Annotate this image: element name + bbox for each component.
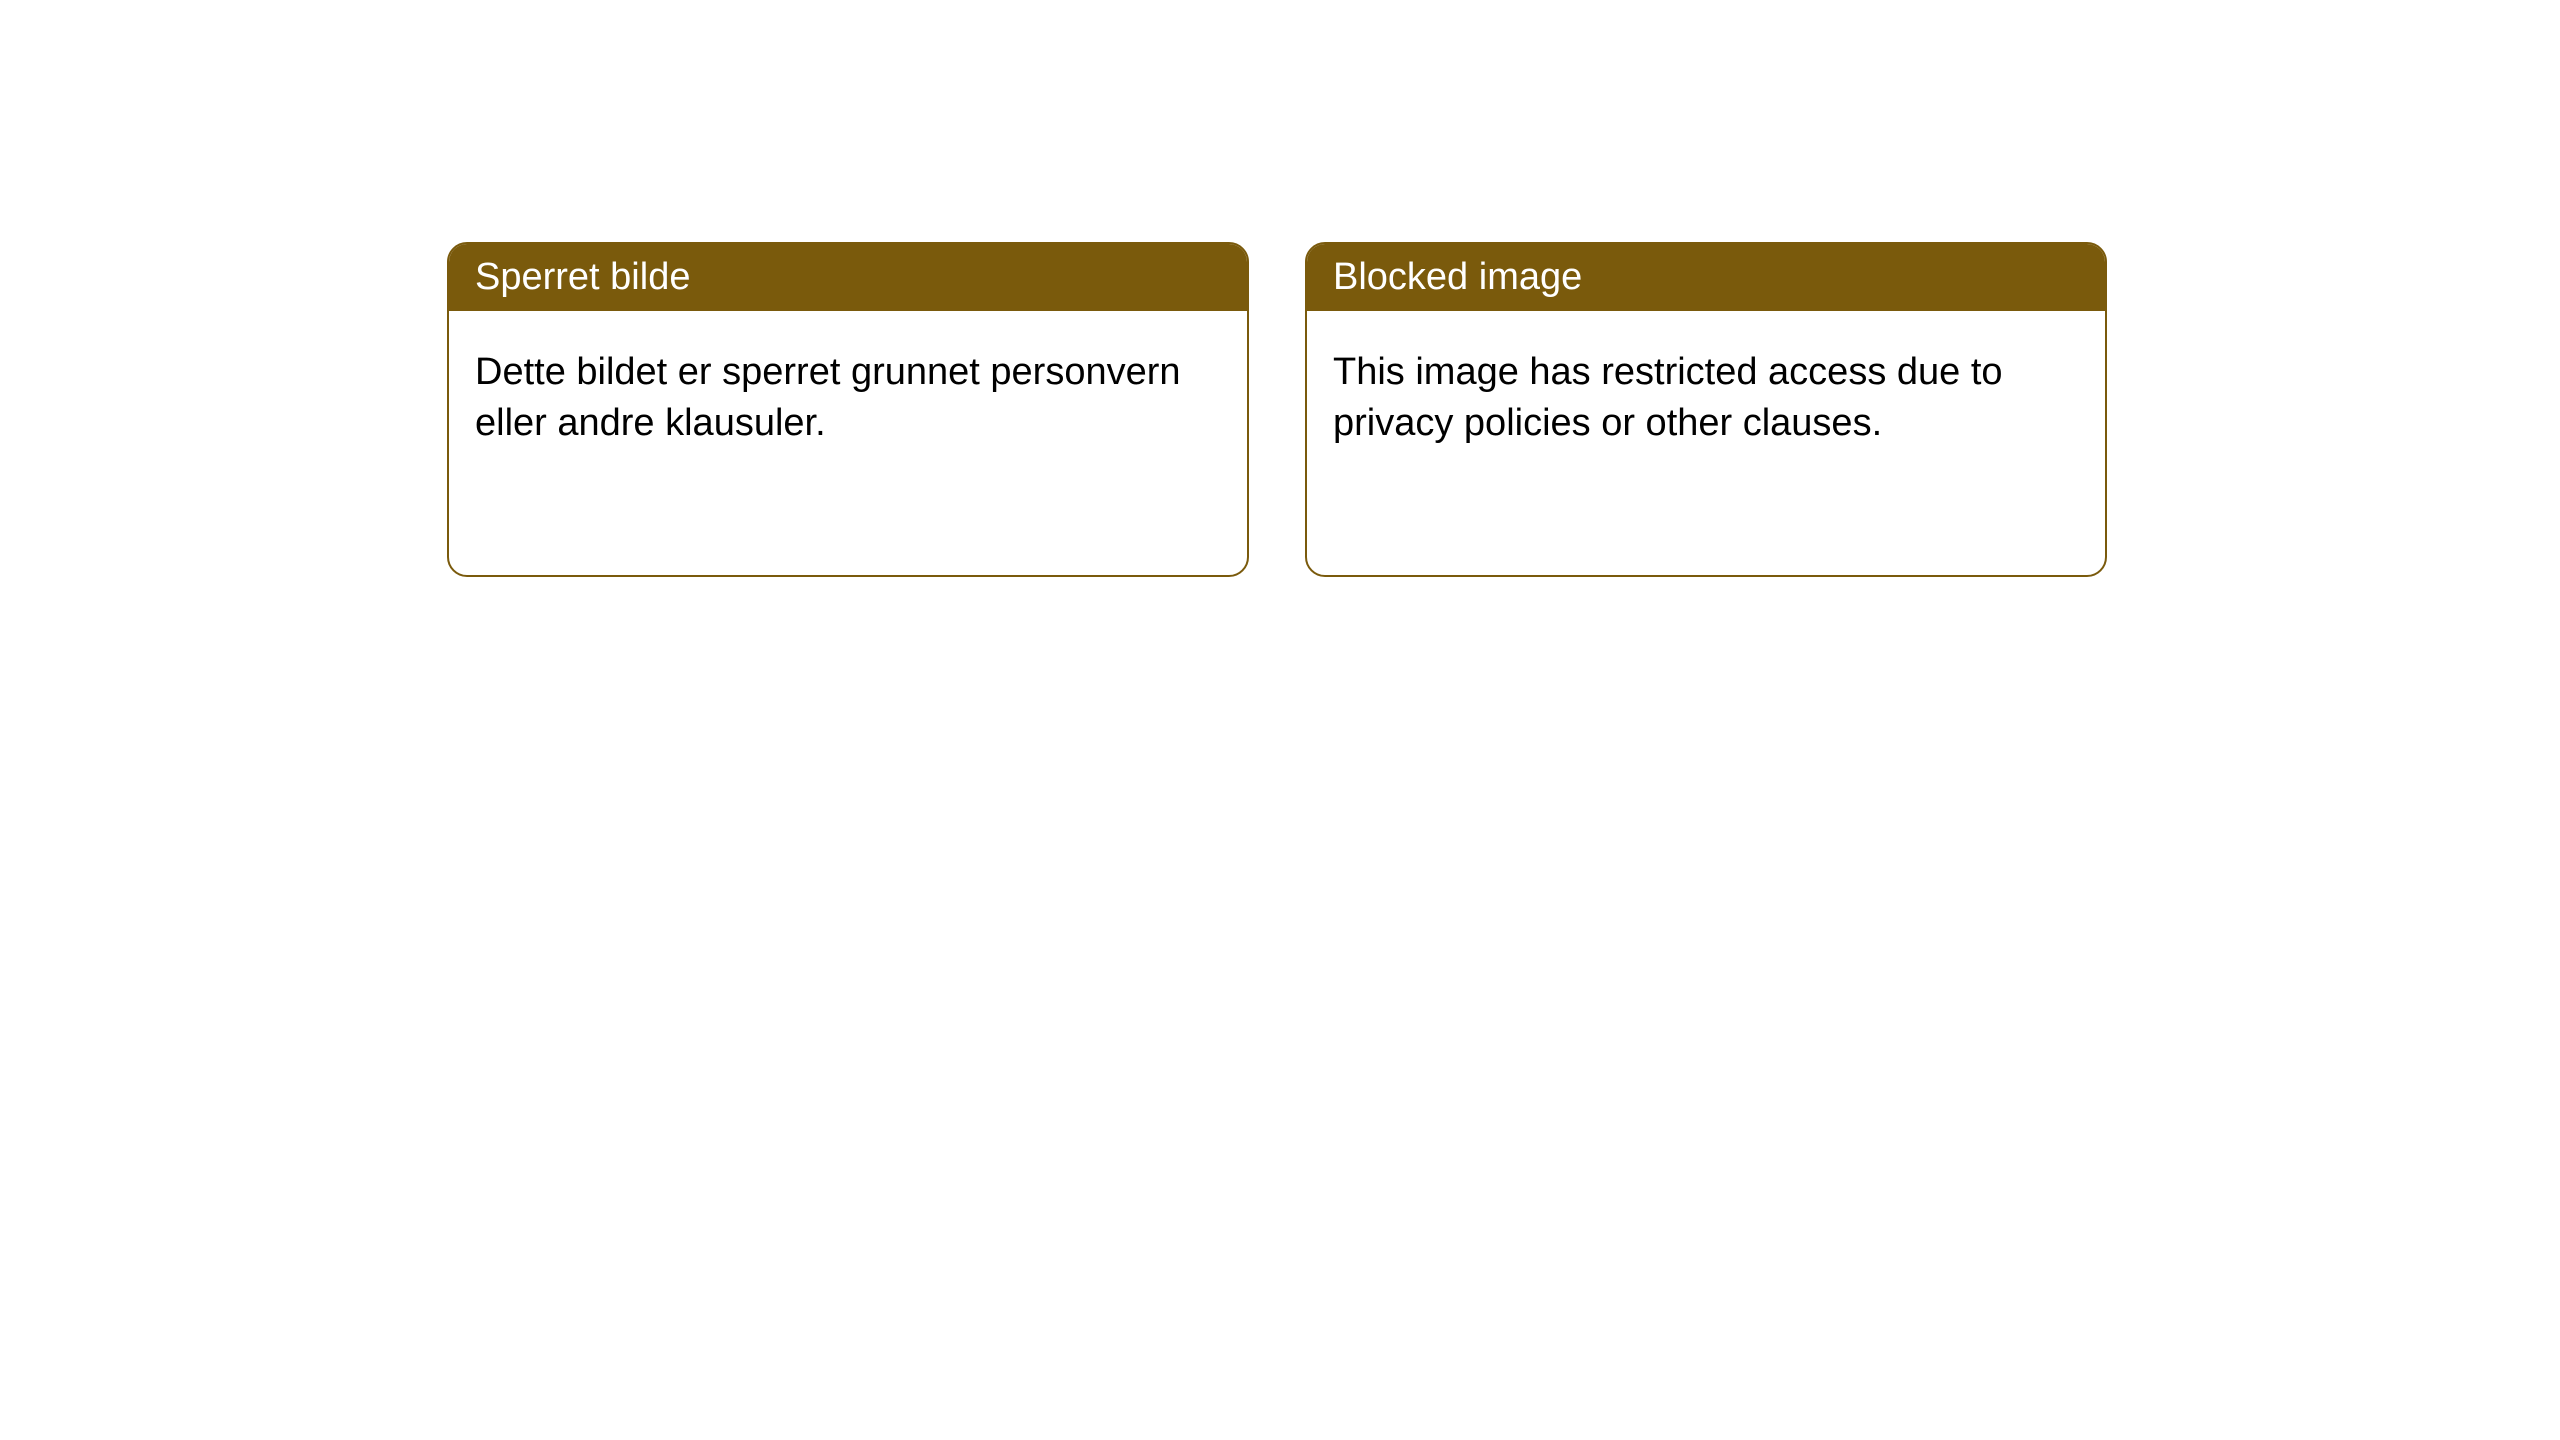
card-message: This image has restricted access due to … bbox=[1333, 351, 2003, 444]
card-body: This image has restricted access due to … bbox=[1307, 311, 2105, 486]
card-message: Dette bildet er sperret grunnet personve… bbox=[475, 351, 1181, 444]
card-body: Dette bildet er sperret grunnet personve… bbox=[449, 311, 1247, 486]
card-title: Sperret bilde bbox=[475, 256, 690, 298]
card-header: Blocked image bbox=[1307, 244, 2105, 311]
notice-card-english: Blocked image This image has restricted … bbox=[1305, 242, 2107, 577]
notice-card-norwegian: Sperret bilde Dette bildet er sperret gr… bbox=[447, 242, 1249, 577]
card-header: Sperret bilde bbox=[449, 244, 1247, 311]
card-title: Blocked image bbox=[1333, 256, 1582, 298]
notice-container: Sperret bilde Dette bildet er sperret gr… bbox=[447, 242, 2107, 577]
